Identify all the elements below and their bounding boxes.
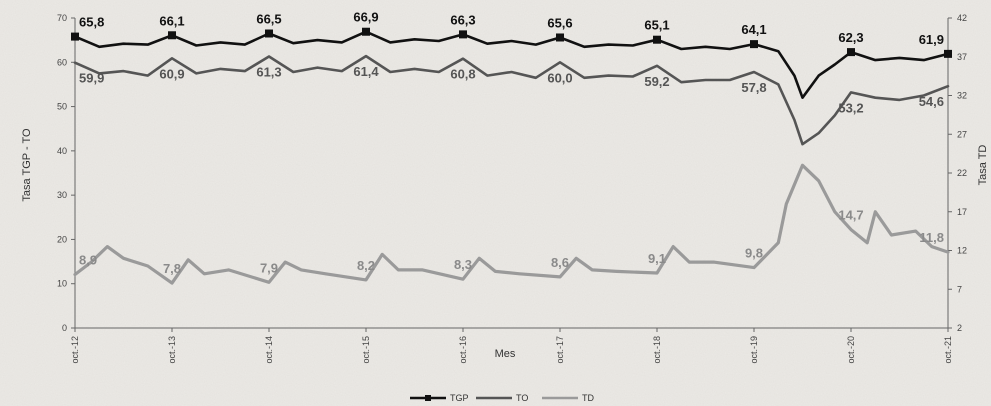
series-line-td	[73, 163, 950, 285]
series-line-tgp	[73, 30, 950, 99]
x-tick-label: oct.-16	[458, 336, 468, 364]
y-tick-label-left: 70	[57, 13, 67, 23]
data-label-td: 14,7	[838, 208, 863, 223]
data-label-tgp: 62,3	[838, 30, 863, 45]
x-tick-label: oct.-13	[167, 336, 177, 364]
data-label-to: 53,2	[838, 100, 863, 115]
x-tick-label: oct.-21	[943, 336, 953, 364]
marker-tgp	[168, 31, 176, 40]
series-line-to	[73, 54, 950, 146]
marker-tgp	[750, 40, 758, 49]
x-tick-label: oct.-15	[361, 336, 371, 364]
marker-tgp	[265, 29, 273, 38]
data-label-td: 9,8	[745, 246, 763, 261]
y-tick-label-right: 22	[957, 168, 967, 178]
y-tick-label-left: 10	[57, 279, 67, 289]
y-tick-label-left: 0	[62, 323, 67, 333]
y-tick-label-right: 17	[957, 207, 967, 217]
data-labels: 65,8 66,1 66,5 66,9 66,3 65,6 65,1 64,1 62,3 61,9…	[79, 10, 944, 276]
series-layer	[71, 27, 952, 285]
data-label-tgp: 61,9	[919, 32, 944, 47]
data-label-to: 60,0	[547, 70, 572, 85]
data-label-to: 59,9	[79, 71, 104, 86]
y-tick-label-right: 27	[957, 129, 967, 139]
marker-tgp	[847, 48, 855, 57]
data-label-to: 61,4	[353, 64, 379, 79]
marker-tgp	[362, 27, 370, 36]
x-tick-label: oct.-17	[555, 336, 565, 364]
data-label-td: 9,1	[648, 251, 666, 266]
data-label-to: 61,3	[256, 65, 281, 80]
data-label-to: 60,8	[450, 67, 475, 82]
data-label-td: 7,9	[260, 260, 278, 275]
legend: TGP TO TD	[410, 393, 594, 403]
legend-label-to: TO	[516, 393, 528, 403]
data-label-td: 8,9	[79, 253, 97, 268]
data-label-tgp: 66,1	[159, 13, 184, 28]
data-label-tgp: 64,1	[741, 22, 766, 37]
legend-label-td: TD	[582, 393, 594, 403]
data-label-tgp: 66,9	[353, 10, 378, 25]
data-label-to: 57,8	[741, 80, 766, 95]
y-axis-right-label: Tasa TD	[977, 145, 989, 186]
data-label-tgp: 66,3	[450, 12, 475, 27]
marker-tgp	[71, 32, 79, 41]
y-tick-label-right: 42	[957, 13, 967, 23]
data-label-td: 11,8	[919, 230, 944, 245]
marker-tgp	[944, 49, 952, 58]
x-tick-label: oct.-20	[846, 336, 856, 364]
x-axis-label: Mes	[495, 348, 516, 360]
x-tick-label: oct.-19	[749, 336, 759, 364]
data-label-td: 7,8	[163, 261, 181, 276]
legend-marker-tgp	[425, 395, 431, 401]
y-tick-label-left: 40	[57, 146, 67, 156]
data-label-tgp: 66,5	[256, 12, 281, 27]
marker-tgp	[653, 35, 661, 44]
marker-tgp	[556, 33, 564, 42]
data-label-tgp: 65,6	[547, 15, 572, 30]
y-tick-label-left: 20	[57, 234, 67, 244]
data-label-to: 60,9	[159, 66, 184, 81]
x-tick-label: oct.-18	[652, 336, 662, 364]
data-label-to: 54,6	[919, 94, 944, 109]
data-label-td: 8,3	[454, 257, 472, 272]
data-label-td: 8,2	[357, 258, 375, 273]
data-label-to: 59,2	[644, 74, 669, 89]
y-tick-label-right: 7	[957, 284, 962, 294]
y-tick-label-left: 30	[57, 190, 67, 200]
data-label-td: 8,6	[551, 255, 569, 270]
marker-tgp	[459, 30, 467, 39]
y-tick-label-right: 2	[957, 323, 962, 333]
y-tick-label-right: 32	[957, 91, 967, 101]
y-tick-label-left: 50	[57, 102, 67, 112]
y-tick-label-right: 37	[957, 52, 967, 62]
y-axis-left-label: Tasa TGP - TO	[21, 128, 33, 202]
legend-label-tgp: TGP	[450, 393, 469, 403]
data-label-tgp: 65,1	[644, 18, 669, 33]
y-tick-label-right: 12	[957, 246, 967, 256]
x-tick-label: oct.-14	[264, 336, 274, 364]
data-label-tgp: 65,8	[79, 15, 104, 30]
x-tick-label: oct.-12	[70, 336, 80, 364]
y-tick-label-left: 60	[57, 57, 67, 67]
